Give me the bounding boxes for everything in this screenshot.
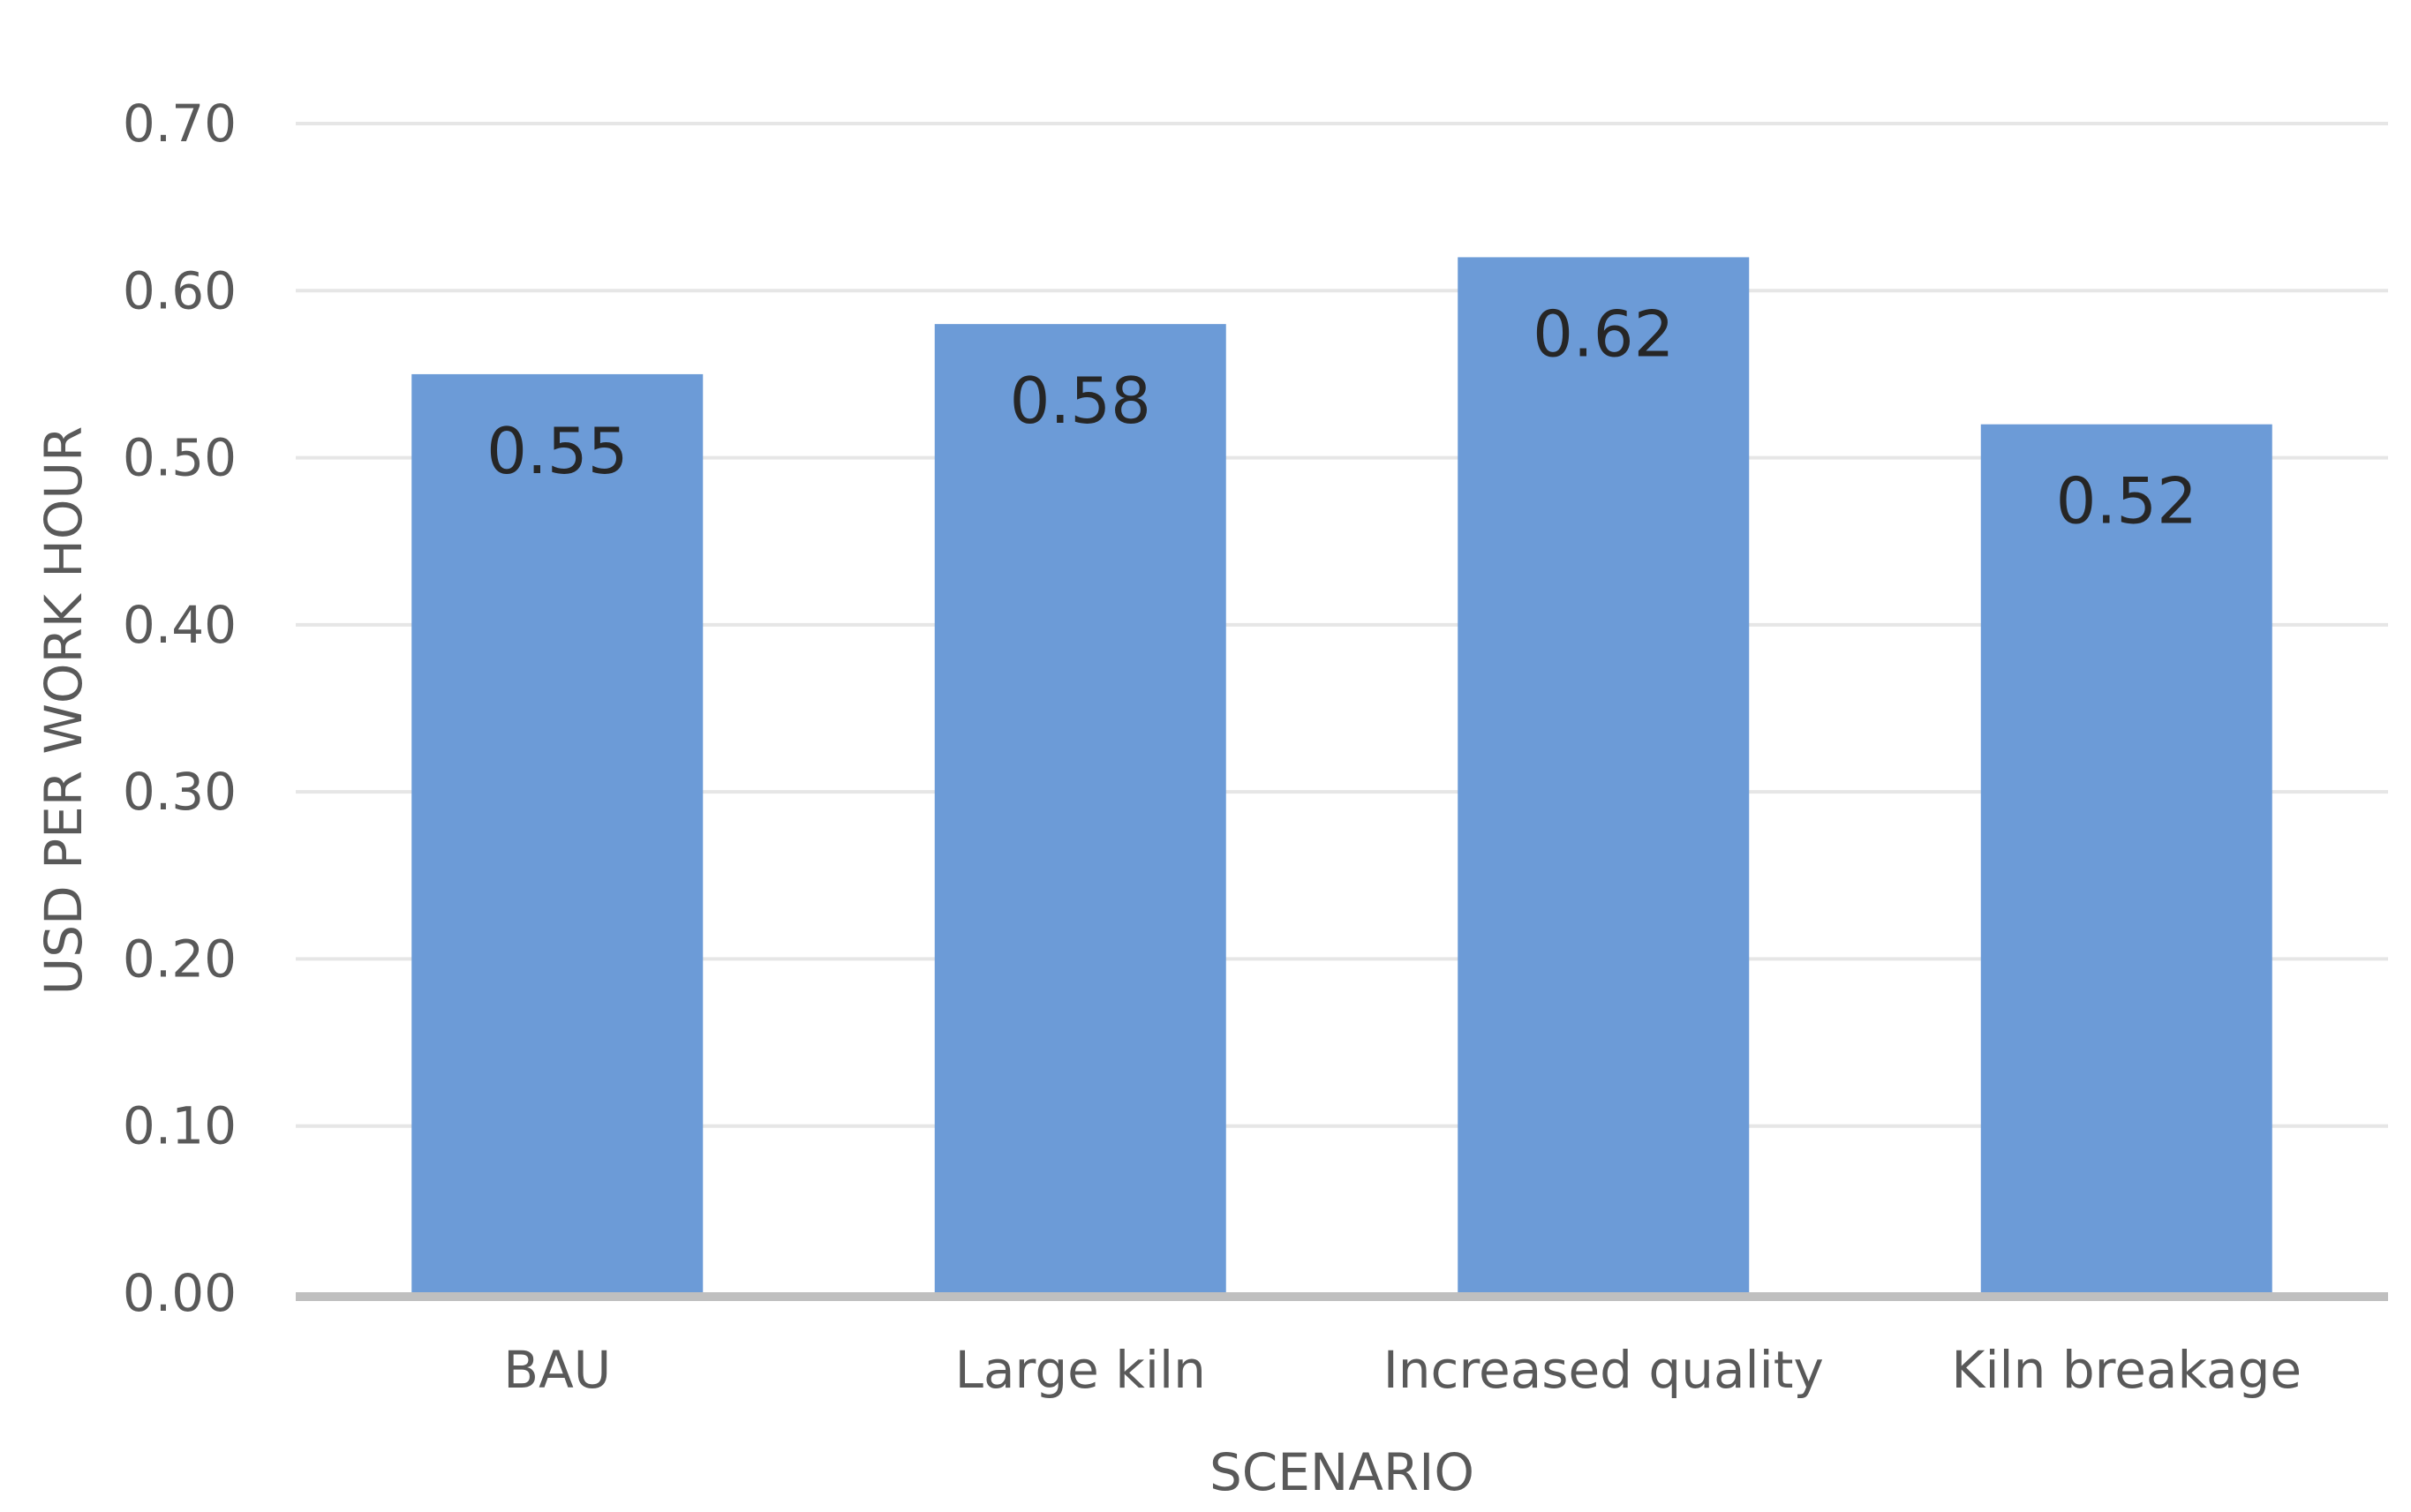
- data-labels: 0.55 0.58 0.62 0.52: [486, 297, 2197, 538]
- y-tick-label: 0.10: [123, 1096, 237, 1156]
- y-axis-title: USD PER WORK HOUR: [34, 426, 94, 996]
- bar: [1980, 424, 2272, 1293]
- y-tick-label: 0.00: [123, 1263, 237, 1323]
- category-label: Increased quality: [1383, 1340, 1824, 1400]
- bars: [411, 257, 2272, 1294]
- category-label: Large kiln: [955, 1340, 1206, 1400]
- category-label: BAU: [503, 1340, 611, 1400]
- y-tick-label: 0.50: [123, 428, 237, 488]
- category-label: Kiln breakage: [1951, 1340, 2302, 1400]
- bar: [1458, 257, 1750, 1293]
- y-tick-label: 0.30: [123, 762, 237, 822]
- data-label: 0.52: [2056, 464, 2197, 538]
- bar: [934, 324, 1226, 1294]
- y-tick-label: 0.70: [123, 94, 237, 154]
- y-tick-label: 0.40: [123, 595, 237, 655]
- data-label: 0.58: [1010, 364, 1151, 438]
- data-label: 0.62: [1533, 297, 1674, 371]
- category-labels: BAU Large kiln Increased quality Kiln break…: [503, 1340, 2302, 1400]
- x-axis-title: SCENARIO: [1209, 1442, 1474, 1502]
- y-tick-label: 0.20: [123, 929, 237, 989]
- y-tick-label: 0.60: [123, 260, 237, 320]
- y-tick-labels: 0.00 0.10 0.20 0.30 0.40 0.50 0.60 0.70: [123, 94, 237, 1323]
- bar: [411, 373, 704, 1293]
- data-label: 0.55: [486, 414, 628, 488]
